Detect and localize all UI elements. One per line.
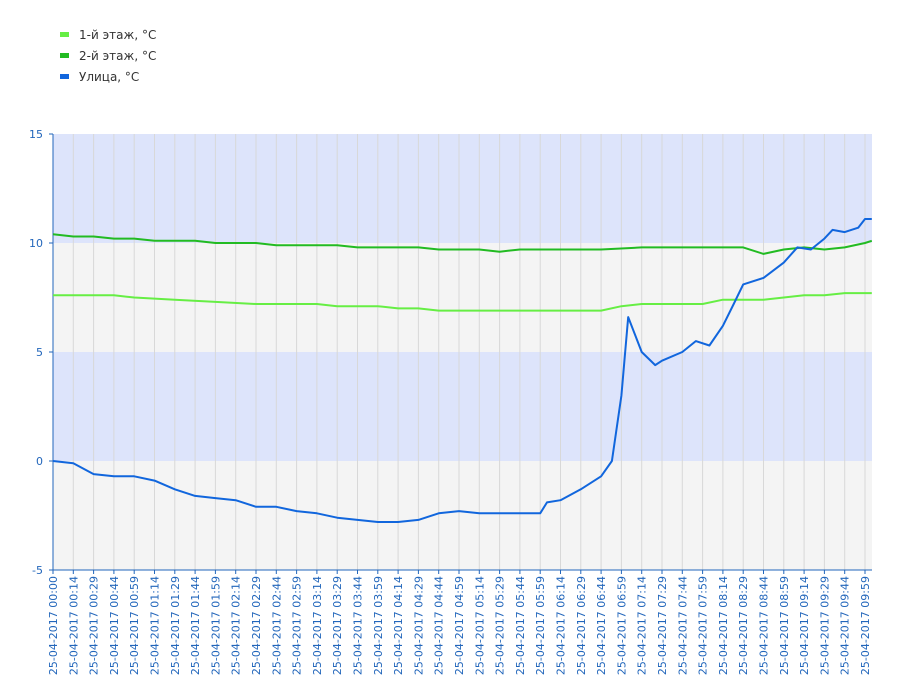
x-tick-label: 25-04-2017 08:14 [717,576,730,675]
x-tick-label: 25-04-2017 02:14 [230,576,243,675]
x-tick-label: 25-04-2017 06:14 [555,576,568,675]
legend-item-street[interactable]: Улица, °C [60,66,156,87]
legend-swatch-floor2 [60,53,69,58]
background-bands [53,134,872,570]
x-tick-label: 25-04-2017 08:29 [737,576,750,675]
y-tick-labels: 15 10 5 0 -5 [29,128,53,577]
x-tick-label: 25-04-2017 02:29 [250,576,263,675]
x-tick-label: 25-04-2017 06:59 [615,576,628,675]
x-tick-label: 25-04-2017 01:59 [209,576,222,675]
x-tick-label: 25-04-2017 02:44 [270,576,283,675]
x-tick-label: 25-04-2017 03:44 [352,576,365,675]
x-tick-label: 25-04-2017 04:29 [412,576,425,675]
x-tick-label: 25-04-2017 09:59 [859,576,872,675]
x-tick-labels: 25-04-2017 00:00 25-04-2017 00:14 25-04-20… [47,570,872,675]
x-tick-label: 25-04-2017 09:29 [818,576,831,675]
series-lines [52,218,873,523]
x-tick-label: 25-04-2017 09:44 [839,576,852,675]
y-tick-label: 5 [36,346,43,359]
x-tick-label: 25-04-2017 01:44 [189,576,202,675]
y-tick-label: 0 [36,455,43,468]
x-tick-label: 25-04-2017 04:14 [392,576,405,675]
x-tick-label: 25-04-2017 03:29 [331,576,344,675]
legend-item-floor2[interactable]: 2-й этаж, °C [60,45,156,66]
legend-item-floor1[interactable]: 1-й этаж, °C [60,24,156,45]
x-tick-label: 25-04-2017 06:44 [595,576,608,675]
x-tick-label: 25-04-2017 01:29 [169,576,182,675]
x-tick-label: 25-04-2017 03:59 [372,576,385,675]
band-0 [53,134,872,243]
x-tick-label: 25-04-2017 07:44 [676,576,689,675]
x-tick-label: 25-04-2017 07:59 [697,576,710,675]
x-tick-label: 25-04-2017 00:00 [47,576,60,675]
y-tick-label: -5 [32,564,43,577]
series-line-2 [52,218,872,523]
x-tick-label: 25-04-2017 07:14 [636,576,649,675]
band-2 [53,352,872,461]
x-tick-label: 25-04-2017 06:29 [575,576,588,675]
legend-label-street: Улица, °C [79,69,140,84]
series-line-1 [52,233,873,255]
x-tick-label: 25-04-2017 00:59 [128,576,141,675]
x-tick-label: 25-04-2017 05:59 [534,576,547,675]
x-tick-label: 25-04-2017 08:59 [778,576,791,675]
x-tick-label: 25-04-2017 03:14 [311,576,324,675]
y-tick-label: 10 [29,237,43,250]
legend-label-floor2: 2-й этаж, °C [79,48,157,63]
x-tick-label: 25-04-2017 00:44 [108,576,121,675]
vertical-gridlines [52,134,866,570]
x-tick-label: 25-04-2017 01:14 [149,576,162,675]
legend-swatch-street [60,74,69,79]
x-tick-label: 25-04-2017 04:59 [453,576,466,675]
x-tick-label: 25-04-2017 00:29 [88,576,101,675]
x-tick-label: 25-04-2017 05:14 [473,576,486,675]
x-tick-label: 25-04-2017 07:29 [656,576,669,675]
x-tick-label: 25-04-2017 08:44 [758,576,771,675]
legend-label-floor1: 1-й этаж, °C [79,27,157,42]
x-tick-label: 25-04-2017 05:29 [494,576,507,675]
x-tick-label: 25-04-2017 02:59 [291,576,304,675]
legend: 1-й этаж, °C 2-й этаж, °C Улица, °C [60,24,156,87]
x-tick-label: 25-04-2017 09:14 [798,576,811,675]
band-1 [53,243,872,352]
x-tick-label: 25-04-2017 04:44 [433,576,446,675]
x-tick-label: 25-04-2017 05:44 [514,576,527,675]
series-line-0 [53,292,872,312]
x-tick-label: 25-04-2017 00:14 [67,576,80,675]
legend-swatch-floor1 [60,32,69,37]
band-3 [53,461,872,570]
y-tick-label: 15 [29,128,43,141]
